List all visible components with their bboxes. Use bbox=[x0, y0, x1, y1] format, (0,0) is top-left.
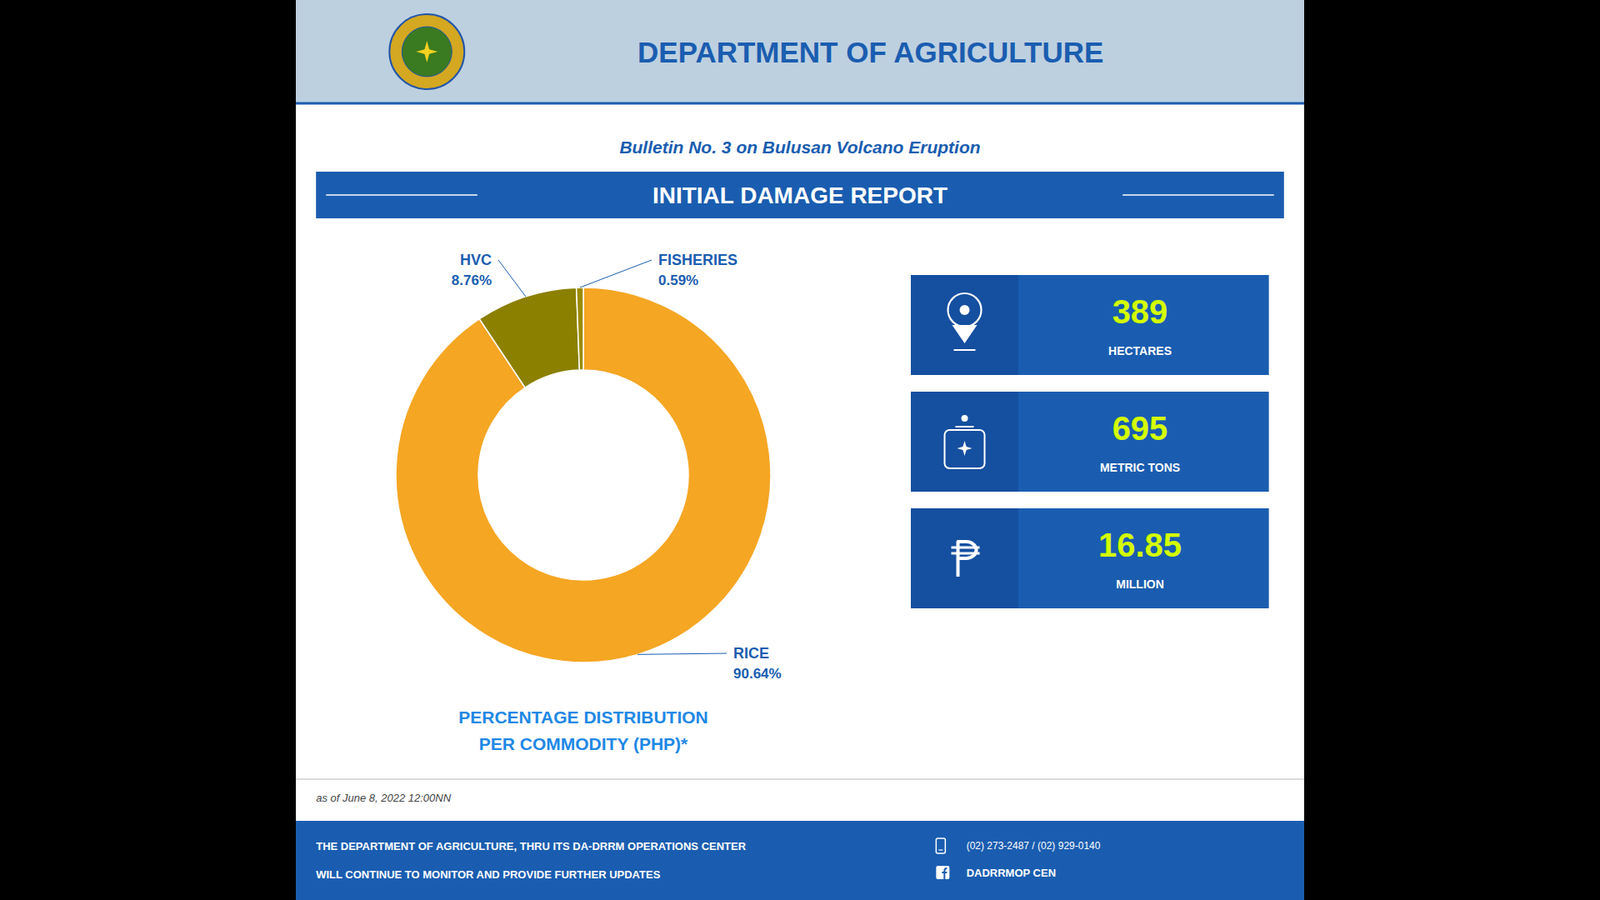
pin-icon-dot bbox=[960, 305, 970, 315]
stat-value: 16.85 bbox=[1098, 526, 1182, 564]
stat-label: MILLION bbox=[1115, 577, 1165, 591]
header-rule bbox=[295, 102, 1305, 105]
bag-icon-knot bbox=[961, 415, 969, 422]
label-leader bbox=[498, 260, 526, 297]
label-leader bbox=[580, 260, 652, 288]
stat-label: METRIC TONS bbox=[1100, 460, 1180, 475]
banner-rule-left bbox=[325, 194, 478, 196]
pin-icon-base bbox=[954, 349, 976, 351]
panel-background bbox=[295, 0, 1305, 900]
infographic: DEPARTMENT OF AGRICULTURE Bulletin No. 3 … bbox=[0, 0, 1600, 900]
slice-value-label: 8.76% bbox=[451, 272, 492, 289]
banner-rule-right bbox=[1122, 194, 1275, 196]
footer-text: THE DEPARTMENT OF AGRICULTURE, THRU ITS … bbox=[315, 840, 747, 853]
donut-chart bbox=[395, 287, 771, 663]
peso-icon-bar bbox=[951, 552, 980, 555]
stat-box: 389 HECTARES bbox=[910, 275, 1270, 375]
stat-label: HECTARES bbox=[1108, 344, 1172, 358]
footer-contact: (02) 273-2487 / (02) 929-0140 bbox=[966, 840, 1101, 852]
logo-outer bbox=[389, 14, 465, 90]
donut-slice bbox=[395, 287, 771, 663]
header-title: DEPARTMENT OF AGRICULTURE bbox=[637, 35, 1104, 69]
phone-icon bbox=[935, 838, 945, 854]
stat-box: 695 METRIC TONS bbox=[910, 391, 1270, 492]
stat-value: 695 bbox=[1112, 410, 1169, 447]
banner-text: INITIAL DAMAGE REPORT bbox=[652, 182, 948, 209]
slice-label: HVC bbox=[460, 251, 492, 269]
stat-box-background bbox=[910, 508, 1270, 609]
bulletin: Bulletin No. 3 on Bulusan Volcano Erupti… bbox=[619, 137, 980, 157]
stat-icon-strip bbox=[910, 508, 1019, 609]
stat-box: 16.85 MILLION bbox=[910, 508, 1270, 609]
label-leader bbox=[637, 653, 727, 655]
social-icon bbox=[935, 865, 950, 880]
peso-icon-bar bbox=[951, 546, 980, 550]
chart-title: PERCENTAGE DISTRIBUTION bbox=[458, 707, 708, 727]
slice-label: RICE bbox=[733, 645, 770, 662]
footer-date: as of June 8, 2022 12:00NN bbox=[315, 791, 452, 805]
pin-icon-ring bbox=[948, 293, 982, 327]
footer-text: WILL CONTINUE TO MONITOR AND PROVIDE FUR… bbox=[315, 868, 660, 881]
logo-star bbox=[415, 40, 438, 63]
header-background bbox=[295, 0, 1305, 104]
stat-box-background bbox=[910, 275, 1270, 375]
bag-icon-tie bbox=[955, 425, 975, 428]
footer-bar bbox=[295, 820, 1305, 900]
banner bbox=[315, 171, 1285, 219]
slice-value-label: 0.59% bbox=[658, 272, 699, 289]
bag-icon-grain bbox=[957, 440, 973, 456]
slice-label: FISHERIES bbox=[658, 251, 738, 269]
chart-subtitle: PER COMMODITY (PHP)* bbox=[479, 734, 689, 754]
stat-value: 389 bbox=[1112, 293, 1169, 330]
slice-value-label: 90.64% bbox=[733, 665, 782, 682]
bag-icon-body bbox=[945, 430, 985, 469]
stat-icon-strip bbox=[910, 391, 1019, 492]
logo-inner bbox=[401, 26, 452, 77]
donut-slice bbox=[479, 287, 580, 388]
social-icon-mark bbox=[941, 868, 947, 880]
pin-icon-point bbox=[952, 325, 978, 344]
footer-separator bbox=[295, 779, 1305, 780]
footer-contact: DADRRMOP CEN bbox=[966, 866, 1056, 880]
donut-slice bbox=[576, 287, 584, 370]
stat-box-background bbox=[910, 391, 1270, 492]
stat-icon-strip bbox=[910, 275, 1019, 375]
phone-icon-detail bbox=[938, 849, 943, 850]
